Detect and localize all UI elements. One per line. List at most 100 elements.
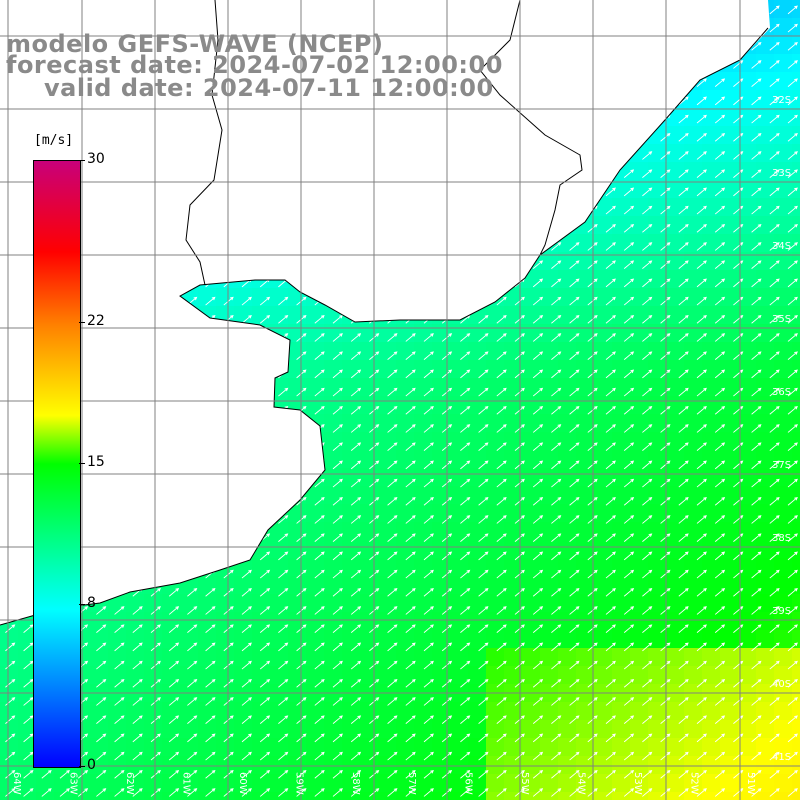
wind-speed-cell xyxy=(450,774,469,793)
wind-arrow xyxy=(678,151,689,160)
wind-arrow xyxy=(787,697,798,706)
wind-speed-cell xyxy=(756,90,775,109)
wind-arrow xyxy=(259,715,271,725)
wind-speed-cell xyxy=(414,666,433,685)
wind-speed-cell xyxy=(756,792,775,800)
wind-speed-cell xyxy=(414,702,433,721)
wind-speed-cell xyxy=(162,792,181,800)
wind-speed-cell xyxy=(720,522,739,541)
wind-speed-cell xyxy=(594,234,613,253)
wind-arrow xyxy=(642,769,653,779)
wind-arrow xyxy=(478,333,489,342)
wind-arrow xyxy=(787,78,798,88)
wind-arrow xyxy=(714,715,726,725)
wind-speed-cell xyxy=(432,414,451,433)
country-border xyxy=(479,0,583,256)
wind-arrow xyxy=(259,624,271,634)
wind-arrow xyxy=(678,697,689,706)
wind-speed-cell xyxy=(648,324,667,343)
wind-speed-cell xyxy=(738,396,757,415)
wind-speed-cell xyxy=(666,666,685,685)
colorbar xyxy=(33,160,81,768)
wind-speed-cell xyxy=(738,180,757,199)
wind-arrow xyxy=(769,223,780,233)
wind-arrow xyxy=(714,733,726,743)
wind-speed-cell xyxy=(720,414,739,433)
wind-speed-cell xyxy=(648,738,667,757)
wind-speed-cell xyxy=(720,198,739,217)
wind-speed-cell xyxy=(522,360,541,379)
wind-arrow xyxy=(587,660,598,670)
wind-speed-cell xyxy=(504,522,523,541)
wind-speed-cell xyxy=(378,414,397,433)
wind-arrow xyxy=(678,715,689,725)
wind-speed-cell xyxy=(558,414,577,433)
wind-speed-cell xyxy=(396,414,415,433)
longitude-label: 58W xyxy=(350,772,361,795)
wind-speed-cell xyxy=(756,630,775,649)
wind-speed-cell xyxy=(306,594,325,613)
wind-arrow xyxy=(259,314,271,324)
wind-arrow xyxy=(787,169,798,179)
wind-arrow xyxy=(478,751,489,761)
wind-arrow xyxy=(132,642,143,652)
wind-arrow xyxy=(787,242,798,251)
wind-speed-cell xyxy=(630,738,649,757)
wind-speed-cell xyxy=(468,702,487,721)
wind-speed-cell xyxy=(378,612,397,631)
wind-arrow xyxy=(405,387,416,397)
wind-speed-cell xyxy=(360,774,379,793)
wind-arrow xyxy=(569,751,580,761)
wind-speed-cell xyxy=(666,792,685,800)
wind-arrow xyxy=(278,660,289,670)
wind-arrow xyxy=(678,478,689,488)
wind-speed-cell xyxy=(216,594,235,613)
wind-arrow xyxy=(660,569,671,579)
wind-speed-cell xyxy=(486,738,505,757)
wind-speed-cell xyxy=(756,108,775,127)
wind-speed-cell xyxy=(342,666,361,685)
wind-arrow xyxy=(660,260,671,270)
wind-speed-cell xyxy=(648,486,667,505)
wind-speed-cell xyxy=(252,702,271,721)
wind-arrow xyxy=(769,460,780,470)
wind-arrow xyxy=(387,515,398,524)
colorbar-tick-mark xyxy=(79,463,85,464)
wind-arrow xyxy=(387,769,398,779)
wind-arrow xyxy=(714,697,726,706)
wind-speed-cell xyxy=(234,774,253,793)
wind-speed-cell xyxy=(612,648,631,667)
wind-arrow xyxy=(551,551,562,561)
wind-speed-cell xyxy=(648,576,667,595)
wind-speed-cell xyxy=(576,558,595,577)
wind-speed-cell xyxy=(684,594,703,613)
wind-speed-cell xyxy=(270,558,289,577)
wind-speed-cell xyxy=(522,414,541,433)
wind-arrow xyxy=(460,369,471,379)
wind-arrow xyxy=(733,260,744,270)
wind-speed-cell xyxy=(144,738,163,757)
wind-arrow xyxy=(769,260,780,270)
wind-arrow xyxy=(387,733,398,743)
wind-arrow xyxy=(642,333,653,342)
wind-arrow xyxy=(787,187,798,197)
wind-arrow xyxy=(787,260,798,270)
wind-speed-cell xyxy=(738,576,757,595)
wind-speed-cell xyxy=(612,522,631,541)
wind-arrow xyxy=(551,533,562,543)
wind-arrow xyxy=(551,788,562,797)
wind-arrow xyxy=(460,660,471,670)
wind-arrow xyxy=(496,678,507,688)
wind-speed-cell xyxy=(378,396,397,415)
wind-arrow xyxy=(714,460,726,470)
wind-speed-cell xyxy=(594,792,613,800)
wind-arrow xyxy=(769,387,780,397)
wind-arrow xyxy=(478,478,489,488)
wind-speed-cell xyxy=(792,504,800,523)
wind-arrow xyxy=(733,132,744,142)
wind-arrow xyxy=(569,351,580,361)
wind-speed-cell xyxy=(684,324,703,343)
wind-arrow xyxy=(678,114,689,124)
wind-speed-cell xyxy=(198,774,217,793)
wind-speed-cell xyxy=(558,504,577,523)
